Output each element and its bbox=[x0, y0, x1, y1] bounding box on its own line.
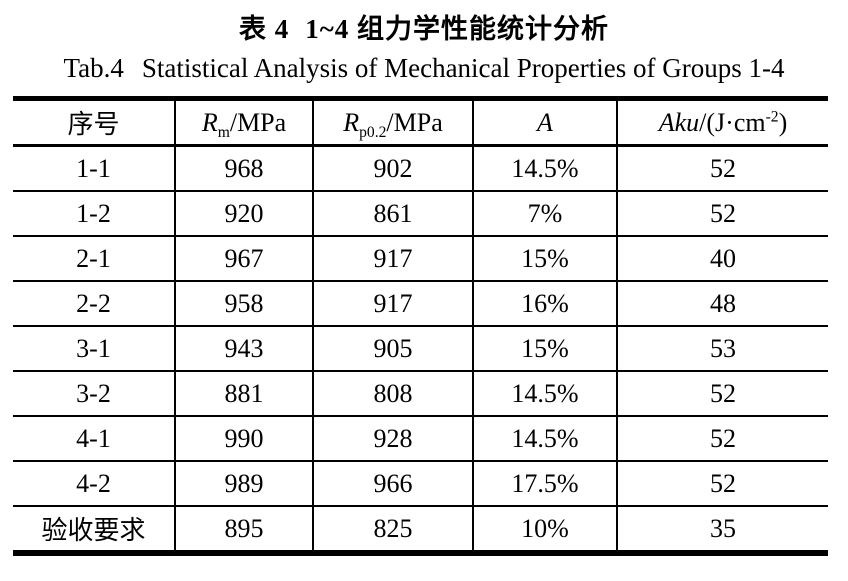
table-row: 4-1 990 928 14.5% 52 bbox=[13, 415, 828, 462]
cell-rm: 895 bbox=[174, 505, 314, 553]
table-row: 3-2 881 808 14.5% 52 bbox=[13, 370, 828, 417]
header-aku-symbol: Aku bbox=[658, 107, 700, 137]
cell-aku: 48 bbox=[616, 280, 828, 327]
cell-serial: 4-2 bbox=[13, 460, 176, 507]
table-caption-zh: 表 4 1~4 组力学性能统计分析 bbox=[0, 7, 848, 46]
header-rm-unit: /MPa bbox=[229, 107, 287, 137]
cell-elongation: 17.5% bbox=[472, 460, 618, 507]
cell-serial: 2-2 bbox=[13, 280, 176, 327]
header-rp02-unit: /MPa bbox=[386, 107, 443, 137]
cell-rp02: 825 bbox=[312, 505, 474, 553]
table-caption-en: Tab.4 Statistical Analysis of Mechanical … bbox=[0, 53, 848, 84]
cell-elongation: 15% bbox=[472, 235, 618, 282]
cell-rm: 943 bbox=[174, 325, 314, 372]
cell-aku: 52 bbox=[616, 370, 828, 417]
cell-elongation: 15% bbox=[472, 325, 618, 372]
header-rm: Rm/MPa bbox=[174, 98, 314, 147]
header-aku-exponent: -2 bbox=[765, 107, 779, 125]
cell-aku: 52 bbox=[616, 190, 828, 237]
mechanical-properties-table: 序号 Rm/MPa Rp0.2/MPa A Aku/(J·cm-2) 1-1 9… bbox=[13, 96, 828, 556]
header-aku-unit-close: ) bbox=[778, 107, 788, 137]
cell-serial: 1-1 bbox=[13, 144, 176, 192]
header-rp02-subscript: p0.2 bbox=[359, 123, 387, 141]
cell-rm: 990 bbox=[174, 415, 314, 462]
cell-serial: 3-1 bbox=[13, 325, 176, 372]
cell-rp02: 808 bbox=[312, 370, 474, 417]
cell-rp02: 917 bbox=[312, 280, 474, 327]
cell-aku: 53 bbox=[616, 325, 828, 372]
cell-aku: 40 bbox=[616, 235, 828, 282]
cell-elongation: 10% bbox=[472, 505, 618, 553]
header-rm-subscript: m bbox=[217, 123, 230, 141]
header-rp02: Rp0.2/MPa bbox=[312, 98, 474, 147]
cell-rp02: 905 bbox=[312, 325, 474, 372]
cell-elongation: 14.5% bbox=[472, 415, 618, 462]
table-caption-zh-number: 表 4 bbox=[238, 14, 290, 44]
cell-rm: 968 bbox=[174, 144, 314, 192]
cell-serial: 验收要求 bbox=[13, 505, 176, 553]
cell-aku: 52 bbox=[616, 415, 828, 462]
cell-serial: 4-1 bbox=[13, 415, 176, 462]
table-header-row: 序号 Rm/MPa Rp0.2/MPa A Aku/(J·cm-2) bbox=[13, 98, 828, 147]
table-row: 4-2 989 966 17.5% 52 bbox=[13, 460, 828, 507]
header-aku-unit: /(J·cm bbox=[699, 107, 766, 137]
header-rp02-symbol: R bbox=[343, 107, 360, 137]
cell-elongation: 16% bbox=[472, 280, 618, 327]
cell-rm: 920 bbox=[174, 190, 314, 237]
header-aku: Aku/(J·cm-2) bbox=[616, 98, 828, 147]
header-elongation-symbol: A bbox=[537, 107, 553, 137]
table-row: 2-1 967 917 15% 40 bbox=[13, 235, 828, 282]
header-serial-number: 序号 bbox=[13, 98, 176, 147]
cell-rm: 958 bbox=[174, 280, 314, 327]
cell-elongation: 14.5% bbox=[472, 144, 618, 192]
cell-serial: 2-1 bbox=[13, 235, 176, 282]
header-serial-label: 序号 bbox=[67, 110, 120, 139]
cell-aku: 52 bbox=[616, 460, 828, 507]
cell-rp02: 966 bbox=[312, 460, 474, 507]
cell-aku: 35 bbox=[616, 505, 828, 553]
cell-rm: 881 bbox=[174, 370, 314, 417]
cell-aku: 52 bbox=[616, 144, 828, 192]
cell-rp02: 917 bbox=[312, 235, 474, 282]
cell-rp02: 861 bbox=[312, 190, 474, 237]
cell-rm: 989 bbox=[174, 460, 314, 507]
cell-serial: 3-2 bbox=[13, 370, 176, 417]
table-row: 1-2 920 861 7% 52 bbox=[13, 190, 828, 237]
header-elongation: A bbox=[472, 98, 618, 147]
cell-rm: 967 bbox=[174, 235, 314, 282]
header-rm-symbol: R bbox=[201, 107, 218, 137]
table-caption-en-text: Statistical Analysis of Mechanical Prope… bbox=[141, 53, 785, 83]
cell-rp02: 928 bbox=[312, 415, 474, 462]
cell-elongation: 7% bbox=[472, 190, 618, 237]
table-caption-zh-text: 1~4 组力学性能统计分析 bbox=[305, 14, 610, 44]
cell-elongation: 14.5% bbox=[472, 370, 618, 417]
table-row: 1-1 968 902 14.5% 52 bbox=[13, 144, 828, 192]
table-row: 2-2 958 917 16% 48 bbox=[13, 280, 828, 327]
cell-rp02: 902 bbox=[312, 144, 474, 192]
table-caption-en-number: Tab.4 bbox=[63, 53, 124, 83]
table-row-acceptance-requirements: 验收要求 895 825 10% 35 bbox=[13, 505, 828, 553]
cell-serial: 1-2 bbox=[13, 190, 176, 237]
table-row: 3-1 943 905 15% 53 bbox=[13, 325, 828, 372]
